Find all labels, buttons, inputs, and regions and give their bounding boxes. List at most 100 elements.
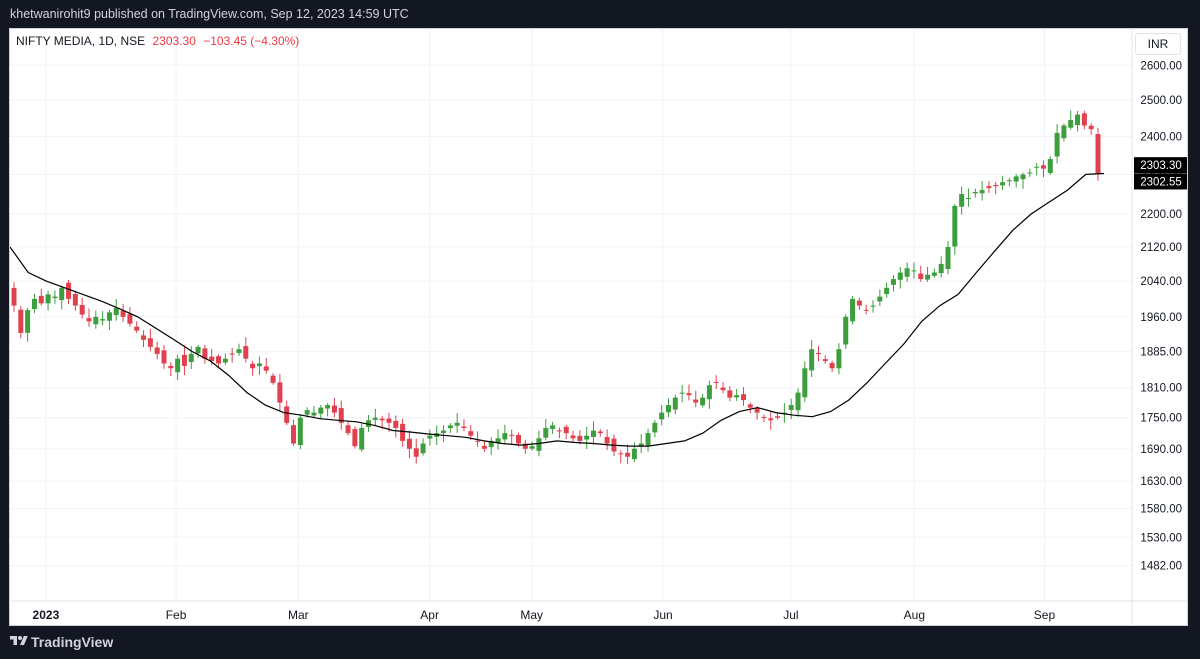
candle (134, 326, 140, 331)
candle (563, 426, 569, 434)
candle (693, 399, 699, 403)
candle (1034, 166, 1040, 168)
candle (141, 335, 147, 340)
candle (713, 381, 719, 383)
candle (393, 420, 399, 428)
candle (1095, 134, 1101, 174)
candle (379, 418, 385, 421)
candle (720, 387, 726, 391)
candle (550, 425, 556, 429)
y-tick-label: 2120.00 (1140, 242, 1182, 254)
x-tick-label: Mar (288, 608, 309, 622)
candle (870, 305, 876, 307)
candle (645, 433, 651, 446)
candle (604, 437, 610, 444)
candle (1054, 132, 1060, 157)
candle (631, 448, 637, 460)
y-tick-label: 1530.00 (1140, 532, 1182, 544)
x-tick-label: Sep (1034, 608, 1056, 622)
candle (802, 368, 808, 398)
candle (106, 312, 112, 321)
y-tick-label: 1885.00 (1140, 347, 1182, 359)
candle (672, 397, 678, 410)
candle (461, 426, 467, 428)
candle (577, 435, 583, 441)
publish-info: khetwanirohit9 published on TradingView.… (10, 7, 409, 21)
candle (86, 318, 92, 322)
candle (1040, 165, 1046, 169)
candle (761, 416, 767, 418)
candle (161, 350, 167, 364)
price-label: 2303.30 (1140, 160, 1182, 172)
candle (427, 435, 433, 439)
candle (652, 422, 658, 433)
candle (884, 287, 890, 295)
candle (986, 186, 992, 189)
candle (516, 434, 522, 444)
candle (659, 412, 665, 420)
price-label-bg (1134, 173, 1187, 190)
candle (243, 346, 249, 359)
candle (679, 392, 685, 394)
candle (441, 430, 447, 434)
candle (1013, 176, 1019, 182)
candle (843, 316, 849, 345)
chart-panel[interactable]: 1482.00 1530.00 1580.00 1630.00 1690.00 1750.… (9, 28, 1188, 626)
candle (168, 365, 174, 369)
candle (904, 268, 910, 277)
candle (740, 394, 746, 401)
candle (1000, 182, 1006, 186)
candle (38, 295, 44, 304)
candle (1088, 125, 1094, 130)
candle (931, 272, 937, 276)
y-tick-label: 1580.00 (1140, 504, 1182, 516)
candle (120, 310, 126, 317)
candle (625, 452, 631, 457)
candle (488, 440, 494, 448)
candle (45, 294, 51, 304)
candle (754, 408, 760, 413)
candle (66, 282, 72, 299)
candle (454, 422, 460, 426)
candle (188, 353, 194, 363)
candle (263, 366, 269, 371)
currency-button[interactable]: INR (1135, 33, 1181, 55)
candle (1061, 125, 1067, 139)
candle (481, 445, 487, 449)
candle (359, 427, 365, 450)
y-tick-label: 1690.00 (1140, 444, 1182, 456)
candle (311, 412, 317, 416)
candle (897, 272, 903, 280)
candle (406, 438, 412, 449)
candle (250, 363, 256, 369)
x-tick-label: May (520, 608, 543, 622)
candle (420, 443, 426, 454)
candle (890, 279, 896, 285)
last-price: 2303.30 (152, 34, 196, 48)
candle (938, 263, 944, 274)
candle (509, 434, 515, 436)
price-chart[interactable]: 1482.00 1530.00 1580.00 1630.00 1690.00 1750.… (10, 29, 1188, 626)
candle (815, 353, 821, 355)
candle (1047, 159, 1053, 174)
candle (925, 274, 931, 280)
candle (543, 427, 549, 438)
candle (877, 296, 883, 302)
candle (216, 356, 222, 364)
candle (113, 307, 119, 316)
candle (175, 358, 181, 373)
y-tick-label: 1750.00 (1140, 413, 1182, 425)
candle (59, 287, 65, 301)
candle (372, 417, 378, 420)
candle (413, 448, 419, 457)
candle (836, 349, 842, 369)
candle (1075, 114, 1081, 126)
candle (386, 418, 392, 423)
x-tick-label: Feb (166, 608, 187, 622)
candle (529, 446, 535, 449)
candle (1006, 180, 1012, 182)
candle (345, 425, 351, 434)
candle (665, 405, 671, 413)
candle (18, 309, 24, 333)
moving-average-line (10, 172, 1105, 447)
